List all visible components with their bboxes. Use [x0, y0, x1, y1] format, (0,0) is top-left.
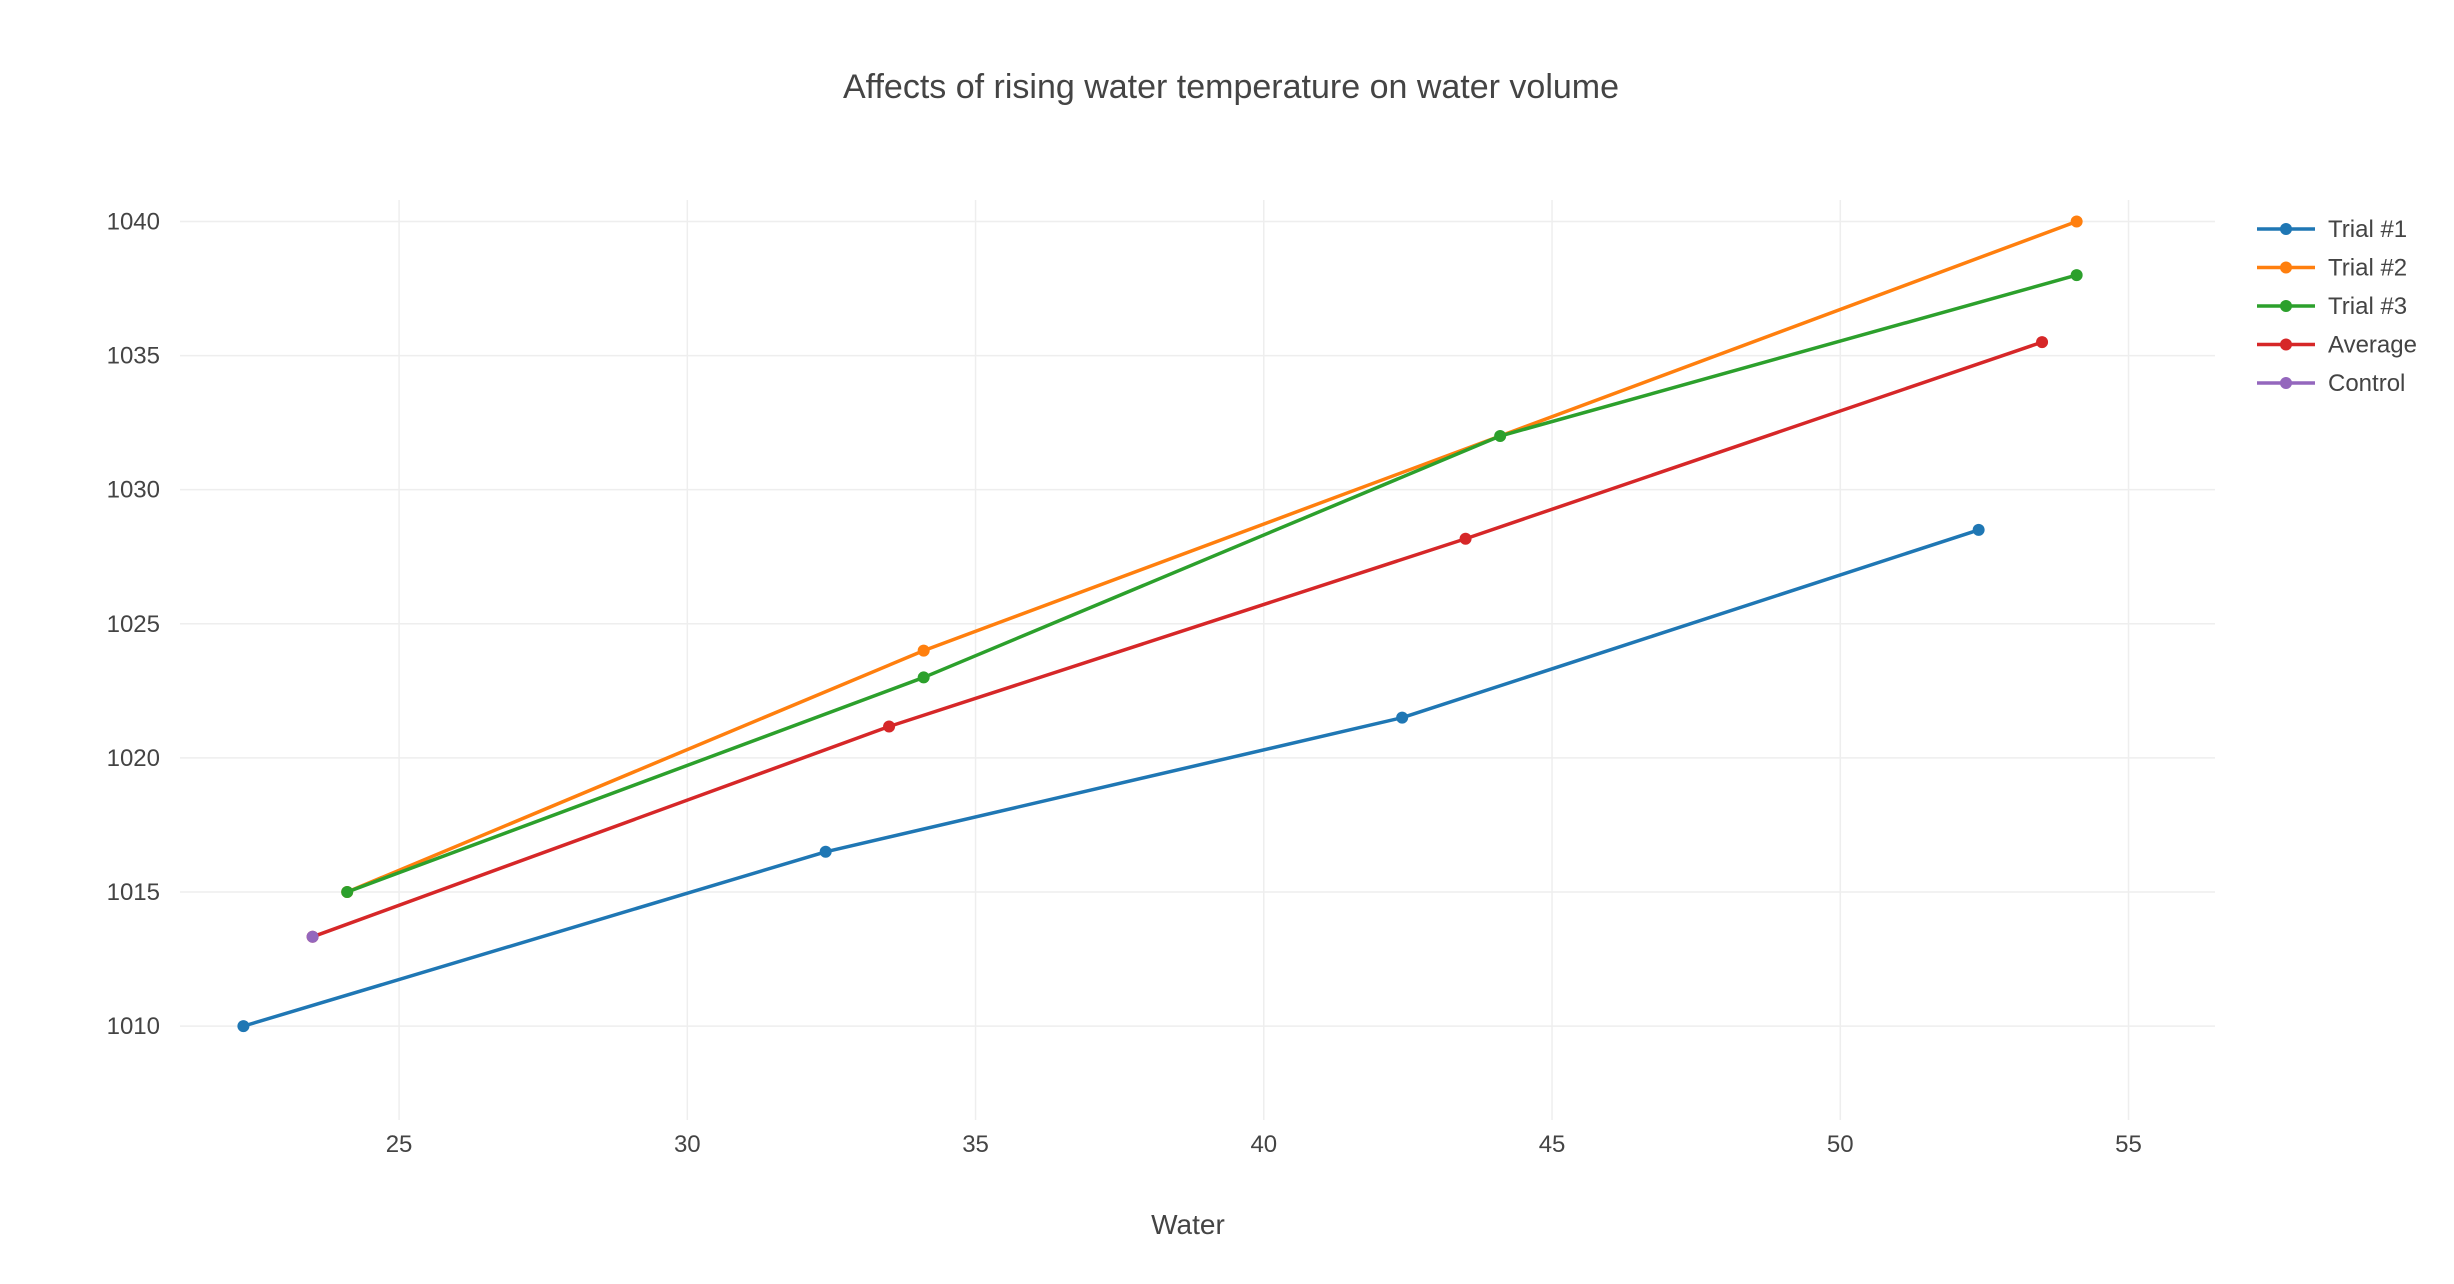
data-point[interactable]: [2036, 336, 2049, 349]
x-tick-label: 30: [674, 1131, 701, 1158]
grid: [180, 200, 2215, 1120]
series: [237, 215, 2083, 1033]
legend-item[interactable]: Control: [2257, 370, 2405, 397]
series-average[interactable]: [306, 336, 2049, 943]
legend-item[interactable]: Trial #1: [2257, 216, 2407, 243]
legend-label: Trial #1: [2328, 216, 2407, 243]
series-line[interactable]: [242, 528, 1980, 1028]
data-point[interactable]: [341, 886, 354, 899]
series-trial-1[interactable]: [237, 523, 1985, 1033]
data-point[interactable]: [883, 720, 896, 733]
legend-label: Trial #3: [2328, 293, 2407, 320]
data-point[interactable]: [819, 845, 832, 858]
data-point[interactable]: [1494, 430, 1507, 443]
legend-label: Control: [2328, 370, 2405, 397]
legend-marker: [2280, 223, 2292, 235]
legend-marker: [2280, 300, 2292, 312]
chart-title: Affects of rising water temperature on w…: [843, 68, 1619, 106]
y-tick-label: 1015: [107, 879, 160, 906]
series-line[interactable]: [346, 273, 2078, 894]
y-tick-label: 1040: [107, 208, 160, 235]
data-point[interactable]: [237, 1020, 250, 1033]
data-point[interactable]: [1459, 532, 1472, 545]
legend-label: Average: [2328, 332, 2417, 359]
legend-item[interactable]: Average: [2257, 332, 2417, 359]
legend-label: Trial #2: [2328, 255, 2407, 282]
legend-marker: [2280, 377, 2292, 389]
data-point[interactable]: [917, 671, 930, 684]
legend-marker: [2280, 261, 2292, 274]
x-tick-label: 35: [962, 1131, 989, 1158]
x-tick-label: 25: [386, 1131, 413, 1158]
data-point[interactable]: [917, 644, 930, 657]
legend[interactable]: Trial #1 Trial #2 Trial #3 Average Control: [2257, 216, 2417, 397]
legend-marker: [2280, 338, 2292, 351]
series-line[interactable]: [311, 340, 2043, 939]
tick-labels: 25 30 35 40 45 50 55 1010 1015 1020 1025 1030 1035 10…: [107, 208, 2142, 1158]
x-tick-label: 45: [1539, 1131, 1566, 1158]
y-tick-label: 1020: [107, 745, 160, 772]
legend-item[interactable]: Trial #2: [2257, 255, 2407, 282]
x-tick-label: 50: [1827, 1131, 1854, 1158]
data-point[interactable]: [306, 930, 319, 943]
y-tick-label: 1030: [107, 477, 160, 504]
y-tick-label: 1025: [107, 611, 160, 638]
x-tick-label: 55: [2115, 1131, 2142, 1158]
series-control[interactable]: [306, 930, 319, 943]
legend-item[interactable]: Trial #3: [2257, 293, 2407, 320]
data-point[interactable]: [1396, 711, 1409, 724]
x-tick-label: 40: [1250, 1131, 1277, 1158]
data-point[interactable]: [1972, 523, 1985, 536]
y-tick-label: 1035: [107, 343, 160, 370]
series-trial-3[interactable]: [341, 269, 2083, 899]
data-point[interactable]: [2070, 269, 2083, 282]
data-point[interactable]: [2070, 215, 2083, 228]
x-axis-label: Water: [1151, 1209, 1225, 1240]
y-tick-label: 1010: [107, 1013, 160, 1040]
